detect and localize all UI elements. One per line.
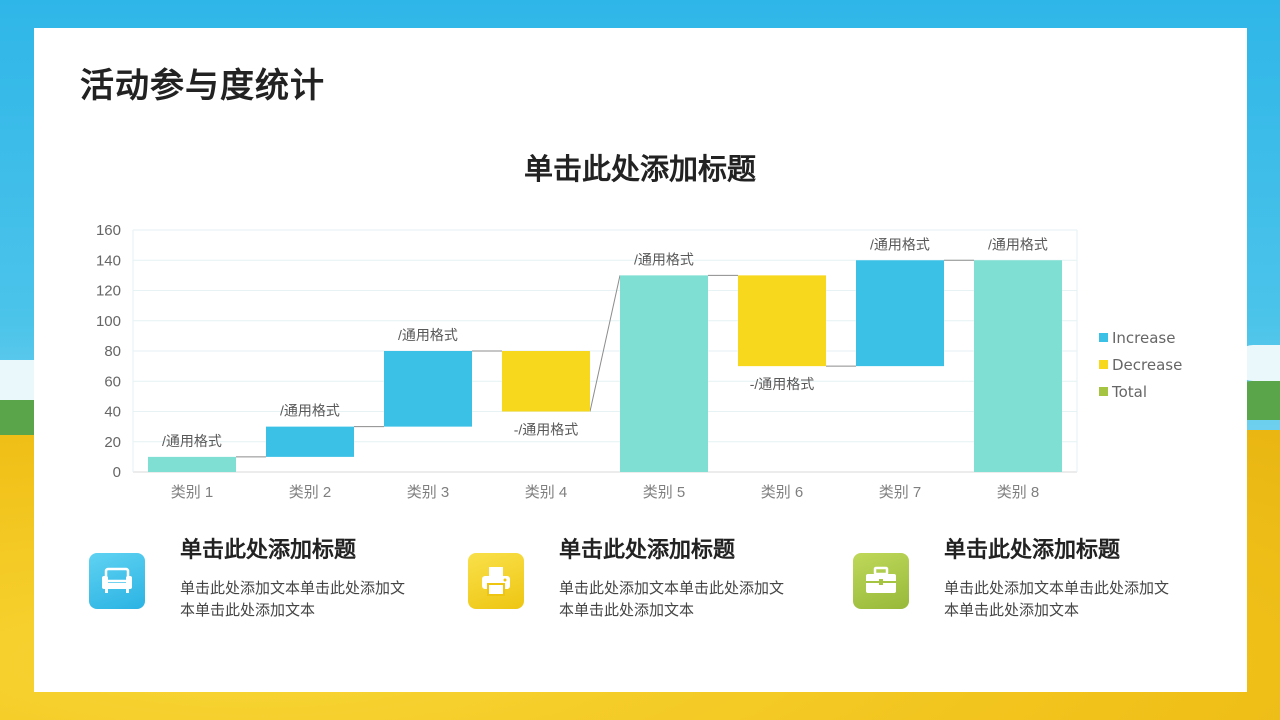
- bar-4: [502, 351, 590, 412]
- feature-title-2: 单击此处添加标题: [559, 538, 736, 563]
- data-label: /通用格式: [162, 433, 222, 449]
- legend-label-total: Total: [1112, 382, 1148, 401]
- bar-1: [148, 456, 236, 472]
- connector-line: [589, 275, 621, 412]
- sofa-icon: [89, 553, 145, 609]
- data-label: /通用格式: [634, 251, 694, 267]
- legend-label-increase: Increase: [1112, 328, 1176, 347]
- bar-2: [266, 426, 354, 457]
- data-label: /通用格式: [280, 403, 340, 419]
- data-label: /通用格式: [870, 236, 930, 252]
- chart-legend: Increase Decrease Total: [1099, 324, 1182, 405]
- y-tick-label: 160: [96, 222, 121, 239]
- x-tick-label: 类别 4: [525, 484, 568, 501]
- x-tick-label: 类别 2: [289, 484, 332, 501]
- y-tick-label: 120: [96, 283, 121, 300]
- x-tick-label: 类别 7: [879, 484, 922, 501]
- feature-title-1: 单击此处添加标题: [180, 538, 357, 563]
- legend-swatch-increase: [1099, 333, 1108, 342]
- bar-5: [620, 275, 708, 472]
- y-tick-label: 140: [96, 252, 121, 269]
- legend-swatch-total: [1099, 387, 1108, 396]
- data-label: /通用格式: [988, 236, 1048, 252]
- bar-6: [738, 275, 826, 367]
- legend-swatch-decrease: [1099, 360, 1108, 369]
- printer-icon: [468, 553, 524, 609]
- data-label: -/通用格式: [750, 376, 815, 392]
- x-tick-label: 类别 1: [171, 484, 214, 501]
- x-tick-label: 类别 5: [643, 484, 686, 501]
- feature-text-3: 单击此处添加文本单击此处添加文本单击此处添加文本: [944, 579, 1170, 619]
- data-label: -/通用格式: [514, 422, 579, 438]
- chart-title: 单击此处添加标题: [523, 152, 756, 186]
- x-tick-label: 类别 6: [761, 484, 804, 501]
- y-tick-label: 20: [104, 434, 121, 451]
- toolbox-icon: [853, 553, 909, 609]
- feature-text-1: 单击此处添加文本单击此处添加文本单击此处添加文本: [180, 579, 406, 619]
- bar-3: [384, 351, 472, 427]
- y-tick-label: 40: [104, 404, 121, 421]
- y-tick-label: 80: [104, 343, 121, 360]
- bar-7: [856, 260, 944, 367]
- bar-8: [974, 260, 1062, 472]
- x-tick-label: 类别 8: [997, 484, 1040, 501]
- feature-text-2: 单击此处添加文本单击此处添加文本单击此处添加文本: [559, 579, 785, 619]
- feature-title-3: 单击此处添加标题: [944, 538, 1121, 563]
- legend-item-total: Total: [1099, 378, 1182, 405]
- x-tick-label: 类别 3: [407, 484, 450, 501]
- y-tick-label: 0: [113, 464, 121, 481]
- y-tick-label: 100: [96, 313, 121, 330]
- legend-item-decrease: Decrease: [1099, 351, 1182, 378]
- legend-item-increase: Increase: [1099, 324, 1182, 351]
- legend-label-decrease: Decrease: [1112, 355, 1183, 374]
- data-label: /通用格式: [398, 327, 458, 343]
- y-tick-label: 60: [104, 373, 121, 390]
- page-title: 活动参与度统计: [80, 66, 325, 106]
